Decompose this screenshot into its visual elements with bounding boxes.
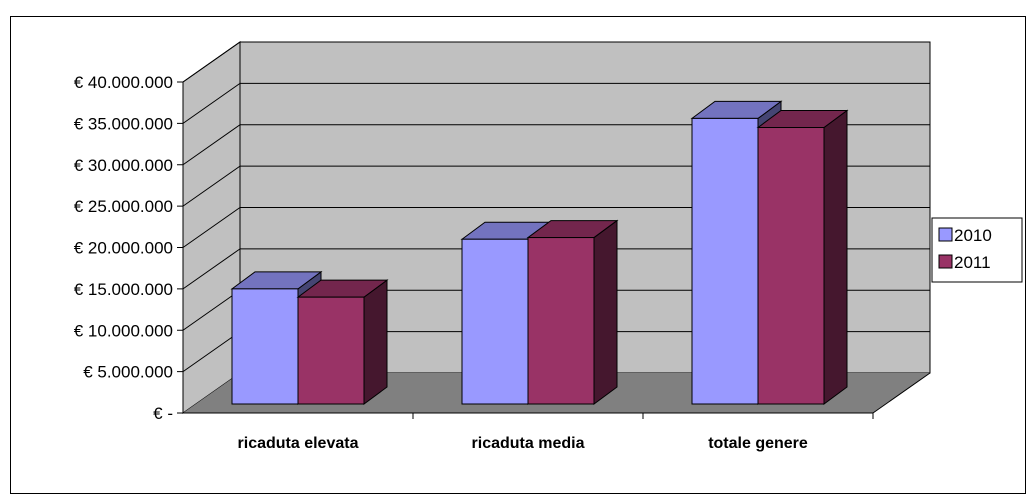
- gridline-side: [182, 289, 241, 331]
- legend-label: 2011: [954, 253, 991, 272]
- bar: [461, 238, 529, 405]
- y-tick-label: € 40.000.000: [74, 73, 173, 92]
- x-category-label: totale genere: [708, 435, 808, 452]
- y-tick-label: € -: [153, 404, 173, 423]
- bar: [231, 288, 299, 405]
- bar-side: [823, 109, 848, 405]
- bar: [527, 237, 595, 405]
- gridline-side: [182, 82, 241, 124]
- y-tick-label: € 30.000.000: [74, 156, 173, 175]
- bar-side: [363, 279, 388, 405]
- y-tick-label: € 5.000.000: [83, 363, 173, 382]
- gridline-side: [182, 207, 241, 248]
- y-tick-label: € 25.000.000: [74, 197, 173, 216]
- y-tick-label: € 15.000.000: [74, 280, 173, 299]
- bar: [297, 296, 365, 405]
- y-tick-label: € 10.000.000: [74, 321, 173, 340]
- x-category-label: ricaduta elevata: [238, 435, 359, 452]
- legend-label: 2010: [954, 226, 992, 245]
- bar-side: [593, 219, 618, 405]
- y-tick-label: € 20.000.000: [74, 239, 173, 258]
- bar: [757, 127, 825, 405]
- legend-swatch: [938, 227, 953, 242]
- gridline-side: [182, 248, 241, 290]
- bar: [691, 117, 759, 405]
- gridline-side: [182, 124, 241, 166]
- floor-edge: [872, 372, 931, 414]
- legend-swatch: [938, 254, 953, 269]
- x-category-label: ricaduta media: [472, 435, 585, 452]
- bar-chart: € - € 5.000.000 € 10.000.000 € 15.000.000 € …: [74, 41, 1023, 452]
- gridline-side: [182, 331, 241, 373]
- y-tick-label: € 35.000.000: [74, 114, 173, 133]
- gridline-side: [182, 41, 241, 83]
- gridline-side: [182, 165, 241, 207]
